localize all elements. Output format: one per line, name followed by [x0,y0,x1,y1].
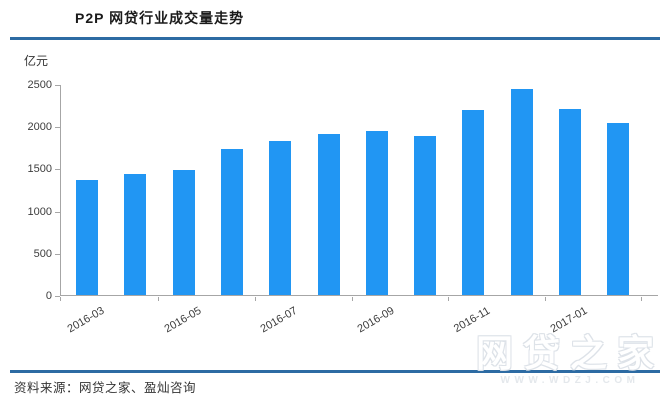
y-tick-label-1500: 1500 [27,163,52,175]
bar-2016-09 [366,131,388,295]
y-tick-mark [55,127,60,128]
x-tick-label-2016-07: 2016-07 [258,304,300,336]
watermark-brand-text: 网贷之家 [476,333,664,374]
y-tick-mark [55,85,60,86]
watermark-url-text: WWW.WDZJ.COM [500,375,640,386]
plot-area [60,85,658,296]
x-tick-mark [255,297,256,301]
y-tick-mark [55,212,60,213]
bar-2017-01 [559,109,581,295]
title-divider-line [10,37,660,40]
x-tick-mark [352,297,353,301]
bar-2016-11 [462,110,484,295]
x-tick-mark [60,297,61,301]
x-tick-label-2016-03: 2016-03 [65,304,107,336]
y-tick-label-0: 0 [45,290,52,302]
x-tick-mark [545,297,546,301]
y-tick-mark [55,254,60,255]
y-tick-label-1000: 1000 [27,206,52,218]
footer-divider-line [10,370,660,373]
y-tick-mark [55,296,60,297]
bar-2017-02 [607,123,629,295]
x-tick-mark [641,297,642,301]
x-tick-label-2016-09: 2016-09 [355,304,397,336]
y-tick-label-500: 500 [33,248,52,260]
bar-2016-08 [318,134,340,295]
y-tick-label-2500: 2500 [27,79,52,91]
bar-2016-04 [124,174,146,295]
bar-2016-10 [414,136,436,295]
source-note: 资料来源：网贷之家、盈灿咨询 [14,381,197,395]
y-tick-label-2000: 2000 [27,121,52,133]
bar-2016-03 [76,180,98,295]
y-axis-unit-label: 亿元 [24,54,49,68]
bar-2016-06 [221,149,243,295]
y-tick-mark [55,169,60,170]
x-tick-label-2016-05: 2016-05 [162,304,204,336]
x-tick-mark [158,297,159,301]
bar-2016-07 [269,141,291,295]
chart-title: P2P 网贷行业成交量走势 [75,10,245,26]
x-tick-mark [448,297,449,301]
bar-2016-05 [173,170,195,295]
bar-2016-12 [511,89,533,295]
watermark: 网贷之家 WWW.WDZJ.COM [476,333,664,387]
